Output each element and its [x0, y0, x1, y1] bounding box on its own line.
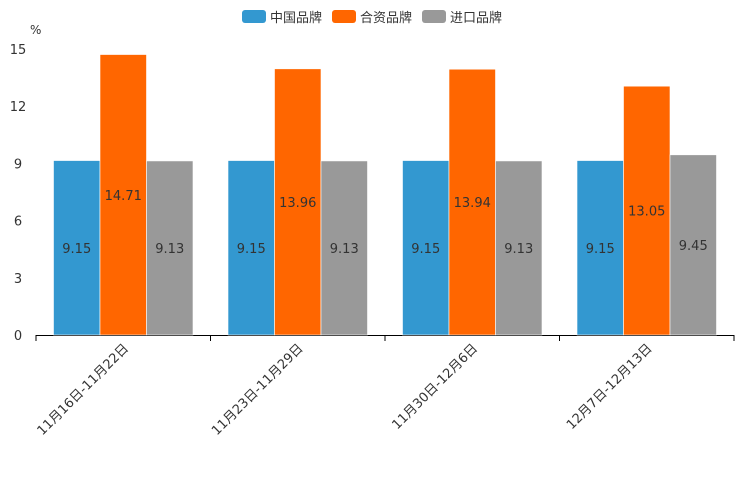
data-label-joint-venture-2: 13.94	[454, 196, 491, 211]
legend-swatch-china	[241, 10, 266, 23]
bar-china-1	[227, 160, 275, 336]
legend-label-china: 中国品牌	[269, 11, 322, 26]
bar-imported-1	[320, 160, 368, 336]
data-label-imported-0: 9.13	[155, 242, 184, 257]
bar-imported-0	[146, 160, 194, 336]
x-tick-label-0: 11月16日-11月22日	[35, 341, 132, 438]
legend-swatch-imported	[422, 10, 446, 23]
bar-imported-2	[495, 160, 543, 336]
data-label-imported-2: 9.13	[504, 242, 533, 257]
bar-joint-venture-1	[274, 68, 322, 336]
bar-joint-venture-3	[623, 85, 671, 336]
bar-china-2	[402, 160, 450, 336]
legend-item-joint-venture[interactable]: 合资品牌	[331, 7, 412, 26]
y-tick-label-12: 12	[10, 100, 27, 115]
data-label-china-3: 9.15	[586, 242, 615, 257]
data-label-china-0: 9.15	[62, 242, 91, 257]
legend-item-china[interactable]: 中国品牌	[241, 7, 322, 26]
x-tick-label-2: 11月30日-12月6日	[389, 341, 481, 433]
legend-item-imported[interactable]: 进口品牌	[422, 7, 502, 26]
bar-china-0	[53, 160, 101, 336]
legend-label-joint-venture: 合资品牌	[359, 11, 412, 26]
legend-label-imported: 进口品牌	[450, 11, 503, 26]
y-tick-label-0: 0	[14, 329, 22, 344]
data-label-joint-venture-0: 14.71	[105, 189, 142, 204]
bars	[53, 54, 717, 336]
data-label-imported-3: 9.45	[679, 239, 708, 254]
bar-joint-venture-0	[99, 54, 147, 336]
y-tick-label-6: 6	[14, 215, 22, 230]
data-label-imported-1: 9.13	[330, 242, 359, 257]
data-label-china-1: 9.15	[237, 242, 266, 257]
x-tick-label-1: 11月23日-11月29日	[209, 341, 306, 438]
data-labels: 9.15 14.71 9.13 9.15 13.96 9.13 9.15 13.94 9.13 9…	[62, 189, 707, 257]
y-tick-label-9: 9	[14, 157, 22, 172]
data-label-china-2: 9.15	[411, 242, 440, 257]
bar-china-3	[576, 160, 624, 336]
y-tick-label-15: 15	[10, 43, 27, 58]
data-label-joint-venture-1: 13.96	[279, 196, 316, 211]
y-tick-label-3: 3	[14, 272, 22, 287]
x-tick-label-3: 12月7日-12月13日	[564, 341, 656, 433]
y-axis-unit-label: %	[30, 23, 41, 37]
data-label-joint-venture-3: 13.05	[628, 205, 665, 220]
legend: 中国品牌 合资品牌 进口品牌	[0, 7, 744, 26]
bar-imported-3	[669, 154, 717, 336]
legend-swatch-joint-venture	[331, 10, 356, 23]
bar-joint-venture-2	[448, 68, 496, 336]
